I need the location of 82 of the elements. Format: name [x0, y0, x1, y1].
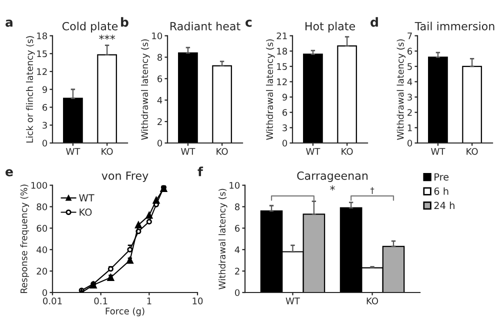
- y-tick-label: 10: [230, 182, 240, 189]
- x-tick-label: KO: [216, 148, 228, 155]
- y-tick-label: 3: [282, 124, 287, 132]
- y-tick-label: 21: [276, 32, 287, 40]
- text: b: [121, 17, 128, 27]
- legend-label: WT: [79, 194, 94, 202]
- chart-title: Hot plate: [306, 22, 355, 33]
- text: f: [198, 166, 204, 176]
- y-tick-label: 7: [408, 32, 412, 40]
- y-axis-title: Response frequency (%): [20, 184, 30, 293]
- chart-title: Carrageenan: [297, 171, 368, 182]
- text: a: [6, 20, 12, 27]
- y-tick-label: 6: [158, 75, 162, 82]
- y-tick-label: 15: [37, 50, 47, 58]
- x-tick-label: 1: [147, 298, 152, 304]
- y-tick-label: 80: [36, 203, 48, 210]
- y-tick-label: 40: [36, 246, 48, 254]
- x-axis-title: Force (g): [106, 307, 144, 316]
- y-tick-label: 0: [42, 140, 48, 147]
- y-tick-label: 2: [408, 109, 412, 116]
- chart-title: Cold plate: [62, 22, 118, 33]
- y-tick-label: 0: [234, 289, 240, 296]
- y-tick-label: 12: [277, 78, 287, 86]
- y-tick-label: 0: [42, 289, 48, 296]
- x-tick-label: 0.01: [43, 298, 62, 304]
- y-tick-label: 4: [234, 246, 240, 254]
- text: d: [370, 17, 378, 27]
- y-tick-label: 6: [235, 224, 240, 232]
- x-tick-label: KO: [366, 298, 378, 304]
- y-tick-label: 4: [407, 78, 412, 86]
- y-tick-label: 18: [37, 32, 48, 40]
- legend-label: KO: [80, 208, 92, 216]
- y-axis-title: Withdrawal latency (s): [396, 39, 406, 140]
- legend-label: 24 h: [434, 202, 454, 209]
- y-axis-title: Lick or flinch latency (s): [26, 36, 35, 142]
- y-tick-label: 6: [42, 104, 48, 111]
- x-tick-label: 0.1: [94, 298, 108, 304]
- chart-title: von Frey: [102, 172, 148, 182]
- x-tick-label: KO: [342, 148, 353, 155]
- annotation: †: [370, 187, 374, 194]
- legend-label: 6 h: [434, 187, 448, 195]
- y-tick-label: 100: [31, 182, 48, 189]
- y-tick-label: 60: [36, 224, 48, 232]
- y-tick-label: 0: [282, 140, 288, 147]
- y-axis-title: Withdrawal latency (s): [218, 188, 228, 290]
- y-tick-label: 5: [408, 63, 412, 70]
- y-tick-label: 15: [277, 63, 287, 70]
- y-tick-label: 8: [235, 203, 240, 210]
- y-tick-label: 2: [235, 268, 240, 274]
- x-tick-label: WT: [181, 148, 196, 155]
- y-tick-label: 0: [157, 140, 162, 147]
- x-tick-label: WT: [286, 298, 300, 304]
- y-tick-label: 12: [37, 68, 47, 75]
- chart-title: Radiant heat: [170, 22, 240, 30]
- y-tick-label: 9: [282, 94, 288, 101]
- y-axis-title: Withdrawal latency (s): [266, 39, 275, 140]
- y-tick-label: 0: [407, 140, 412, 147]
- y-tick-label: 6: [408, 48, 412, 55]
- y-tick-label: 3: [408, 94, 412, 101]
- text: c: [246, 20, 252, 27]
- x-tick-label: WT: [431, 148, 446, 155]
- legend-label: Pre: [434, 173, 449, 181]
- x-tick-label: KO: [466, 148, 478, 155]
- y-tick-label: 9: [42, 86, 48, 93]
- y-tick-label: 10: [152, 32, 162, 40]
- y-tick-label: 4: [157, 96, 162, 104]
- y-tick-label: 6: [282, 109, 288, 116]
- text: e: [6, 169, 13, 176]
- x-tick-label: WT: [66, 148, 80, 155]
- annotation: ***: [99, 34, 116, 40]
- x-tick-label: 10: [192, 298, 203, 304]
- y-tick-label: 8: [158, 54, 162, 61]
- chart-title: Tail immersion: [414, 22, 494, 30]
- annotation: *: [330, 185, 335, 190]
- y-tick-label: 20: [36, 268, 48, 275]
- y-tick-label: 2: [158, 118, 162, 125]
- x-tick-label: KO: [102, 148, 113, 155]
- y-tick-label: 3: [42, 122, 47, 129]
- y-tick-label: 1: [408, 124, 412, 132]
- y-tick-label: 18: [277, 48, 288, 55]
- x-tick-label: WT: [306, 148, 320, 155]
- y-axis-title: Withdrawal latency (s): [141, 39, 150, 140]
